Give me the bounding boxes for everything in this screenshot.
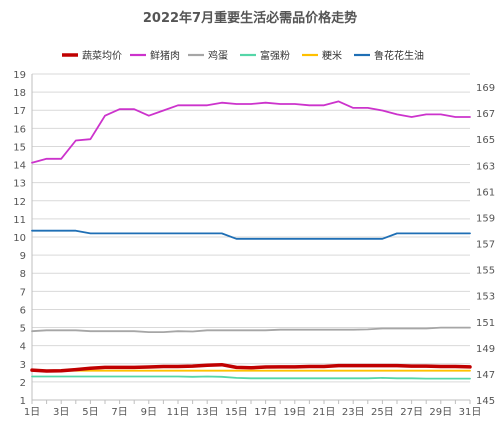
x-tick-label: 11日: [167, 407, 190, 418]
legend-label: 鲁花花生油: [374, 49, 424, 62]
x-tick-label: 23日: [342, 407, 365, 418]
x-tick-label: 13日: [196, 407, 219, 418]
x-tick-label: 9日: [141, 407, 157, 418]
y-tick-label: 10: [13, 233, 26, 244]
y-tick-label: 1: [20, 396, 26, 407]
y-tick-label: 12: [13, 197, 26, 208]
chart-title: 2022年7月重要生活必需品价格走势: [143, 10, 357, 26]
y-tick-label: 17: [13, 106, 26, 117]
y2-tick-label: 157: [476, 240, 495, 251]
y-tick-label: 13: [13, 179, 26, 190]
legend-label: 鸡蛋: [208, 49, 228, 62]
x-tick-label: 5日: [82, 407, 98, 418]
y2-tick-label: 161: [476, 187, 495, 198]
y-tick-label: 6: [20, 305, 26, 316]
series-line-1: [31, 100, 471, 164]
legend-label: 蔬菜均价: [82, 50, 122, 62]
y-tick-label: 18: [13, 88, 26, 99]
y-tick-label: 16: [13, 124, 26, 135]
y2-tick-label: 151: [476, 318, 495, 329]
y-tick-label: 5: [20, 324, 26, 335]
series-line-5: [31, 229, 471, 240]
y2-tick-label: 155: [476, 266, 495, 277]
y2-tick-label: 147: [476, 370, 495, 381]
series-line-0: [30, 362, 472, 373]
y2-tick-label: 167: [476, 109, 495, 120]
y2-tick-label: 159: [476, 213, 495, 224]
y-tick-label: 9: [20, 251, 26, 262]
y-tick-label: 15: [13, 142, 26, 153]
legend-label: 粳米: [322, 49, 342, 62]
x-tick-label: 17日: [254, 407, 277, 418]
y-tick-label: 11: [13, 215, 26, 226]
y2-tick-label: 145: [476, 396, 495, 407]
y-tick-label: 2: [20, 378, 26, 389]
x-tick-label: 15日: [225, 407, 248, 418]
x-tick-label: 29日: [429, 407, 452, 418]
x-tick-label: 27日: [400, 407, 423, 418]
legend-label: 鲜猪肉: [150, 49, 180, 62]
series-line-3: [31, 375, 471, 380]
y2-tick-label: 149: [476, 344, 495, 355]
x-tick-label: 25日: [371, 407, 394, 418]
y-tick-label: 3: [20, 360, 26, 371]
legend: 蔬菜均价 鲜猪肉 鸡蛋 富强粉 粳米 鲁花花生油: [62, 49, 424, 62]
x-tick-label: 31日: [459, 407, 482, 418]
y-tick-label: 7: [20, 287, 26, 298]
x-tick-label: 19日: [283, 407, 306, 418]
x-tick-label: 7日: [111, 407, 127, 418]
x-tick-label: 3日: [53, 407, 69, 418]
y2-tick-label: 153: [476, 292, 495, 303]
y-tick-label: 14: [13, 161, 26, 172]
y2-tick-label: 169: [476, 83, 495, 94]
legend-label: 富强粉: [260, 49, 290, 62]
y2-tick-label: 165: [476, 135, 495, 146]
series-line-2: [31, 326, 471, 334]
y-tick-label: 19: [13, 70, 26, 81]
axes: 1234567891011121314151617181914514714915…: [13, 70, 495, 418]
x-tick-label: 21日: [313, 407, 336, 418]
y2-tick-label: 163: [476, 161, 495, 172]
y-tick-label: 8: [20, 269, 26, 280]
x-tick-label: 1日: [24, 407, 40, 418]
y-tick-label: 4: [20, 342, 26, 353]
series-lines: [30, 100, 472, 380]
